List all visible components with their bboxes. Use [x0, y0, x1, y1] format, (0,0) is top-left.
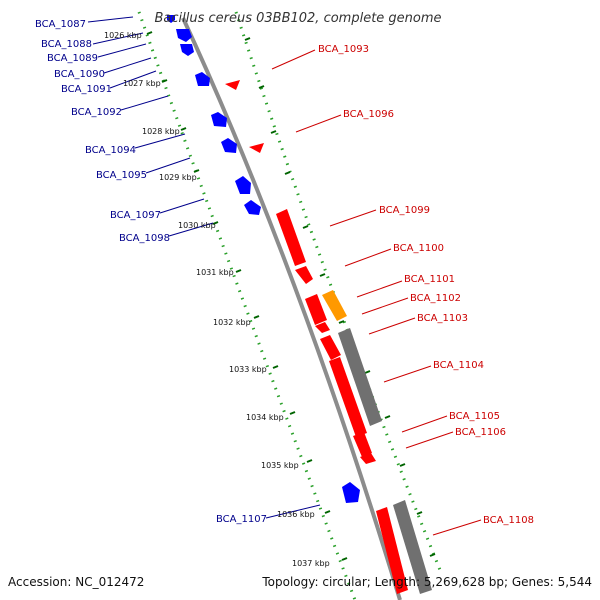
gene-label-bca-1106[interactable]: BCA_1106 [455, 427, 506, 438]
gene-bca-1107 [342, 482, 360, 503]
gene-label-bca-1095[interactable]: BCA_1095 [96, 170, 147, 181]
leader-lines [87, 16, 482, 536]
gene-label-bca-1094[interactable]: BCA_1094 [85, 145, 136, 156]
gene-label-bca-1101[interactable]: BCA_1101 [404, 274, 455, 285]
kbp-label: 1036 kbp [277, 510, 315, 519]
reverse-genes [167, 15, 360, 503]
gene-label-bca-1103[interactable]: BCA_1103 [417, 313, 468, 324]
genome-summary-text: Topology: circular; Length: 5,269,628 bp… [261, 575, 592, 589]
gene-label-bca-1107[interactable]: BCA_1107 [216, 514, 267, 525]
gray-features [338, 328, 432, 594]
gene-label-bca-1105[interactable]: BCA_1105 [449, 411, 500, 422]
kbp-label: 1032 kbp [213, 318, 251, 327]
gene-label-bca-1087[interactable]: BCA_1087 [35, 19, 86, 30]
reverse-gene-labels: BCA_1087 BCA_1088 BCA_1089 BCA_1090 BCA_… [35, 19, 267, 525]
orange-feature [322, 290, 347, 321]
gene-label-bca-1100[interactable]: BCA_1100 [393, 243, 444, 254]
gene-label-bca-1102[interactable]: BCA_1102 [410, 293, 461, 304]
gene-bca-1096 [249, 143, 264, 153]
kbp-label: 1027 kbp [123, 79, 161, 88]
gene-label-bca-1108[interactable]: BCA_1108 [483, 515, 534, 526]
gene-bca-1108 [376, 507, 408, 594]
gene-label-bca-1097[interactable]: BCA_1097 [110, 210, 161, 221]
genome-backbone [181, 17, 402, 600]
kbp-label: 1035 kbp [261, 461, 299, 470]
accession-text: Accession: NC_012472 [8, 575, 144, 589]
gene-label-bca-1090[interactable]: BCA_1090 [54, 69, 105, 80]
gene-label-bca-1104[interactable]: BCA_1104 [433, 360, 484, 371]
kbp-label: 1034 kbp [246, 413, 284, 422]
gene-bca-1104 [329, 357, 367, 437]
gene-label-bca-1091[interactable]: BCA_1091 [61, 84, 112, 95]
gene-label-bca-1089[interactable]: BCA_1089 [47, 53, 98, 64]
gene-bca-1105 [353, 432, 372, 457]
gene-bca-1101 [305, 294, 327, 325]
kbp-label: 1026 kbp [104, 31, 142, 40]
outer-tick-ring [234, 11, 442, 571]
gene-label-bca-1099[interactable]: BCA_1099 [379, 205, 430, 216]
gene-bca-1103 [320, 335, 341, 360]
gene-bca-1094 [221, 138, 237, 153]
gene-bca-1106 [360, 453, 376, 464]
forward-genes [225, 80, 408, 594]
gene-bca-1097 [244, 200, 261, 215]
gene-label-bca-1093[interactable]: BCA_1093 [318, 44, 369, 55]
kbp-label: 1037 kbp [292, 559, 330, 568]
gene-bca-1087 [167, 15, 175, 23]
gene-bca-1093 [225, 80, 240, 90]
gene-bca-1091 [195, 72, 210, 86]
gene-label-bca-1092[interactable]: BCA_1092 [71, 107, 122, 118]
kbp-label: 1031 kbp [196, 268, 234, 277]
gene-bca-1099 [276, 209, 306, 266]
gene-bca-1089 [180, 44, 194, 56]
kbp-label: 1030 kbp [178, 221, 216, 230]
gene-bca-1092 [211, 112, 227, 127]
gene-bca-1102 [315, 322, 330, 333]
forward-gene-labels: BCA_1093 BCA_1096 BCA_1099 BCA_1100 BCA_… [318, 44, 534, 526]
gene-label-bca-1098[interactable]: BCA_1098 [119, 233, 170, 244]
kbp-label: 1033 kbp [229, 365, 267, 374]
gene-bca-1095 [235, 176, 251, 194]
ruler-labels: 1026 kbp 1027 kbp 1028 kbp 1029 kbp 1030… [104, 31, 330, 568]
gene-bca-1088 [176, 29, 192, 42]
map-title: Bacillus cereus 03BB102, complete genome [154, 11, 441, 26]
gene-label-bca-1088[interactable]: BCA_1088 [41, 39, 92, 50]
gene-bca-1100 [295, 266, 313, 284]
kbp-label: 1029 kbp [159, 173, 197, 182]
gene-label-bca-1096[interactable]: BCA_1096 [343, 109, 394, 120]
kbp-label: 1028 kbp [142, 127, 180, 136]
major-ticks [146, 31, 436, 561]
inner-tick-ring [137, 11, 357, 600]
